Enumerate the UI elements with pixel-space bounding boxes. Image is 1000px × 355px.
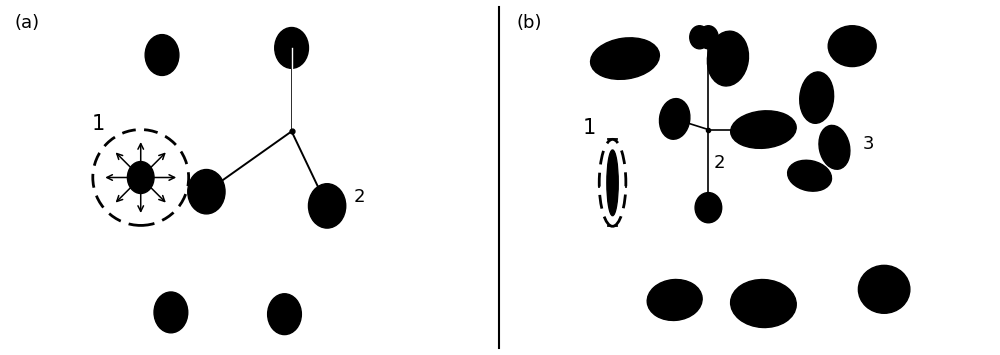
Ellipse shape bbox=[607, 150, 618, 216]
Text: (a): (a) bbox=[15, 14, 40, 32]
Text: (b): (b) bbox=[517, 14, 542, 32]
Ellipse shape bbox=[127, 162, 154, 193]
Ellipse shape bbox=[731, 279, 796, 328]
Ellipse shape bbox=[699, 26, 718, 49]
Ellipse shape bbox=[268, 294, 301, 334]
Text: 1: 1 bbox=[583, 118, 596, 138]
Ellipse shape bbox=[828, 26, 876, 67]
Ellipse shape bbox=[188, 169, 225, 214]
Ellipse shape bbox=[275, 27, 308, 68]
Ellipse shape bbox=[800, 72, 834, 123]
Ellipse shape bbox=[145, 35, 179, 76]
Ellipse shape bbox=[690, 26, 709, 49]
Ellipse shape bbox=[591, 38, 659, 80]
Ellipse shape bbox=[647, 279, 702, 321]
Ellipse shape bbox=[731, 111, 796, 148]
Text: 2: 2 bbox=[714, 154, 725, 172]
Ellipse shape bbox=[858, 266, 910, 313]
Ellipse shape bbox=[788, 160, 832, 191]
Text: 1: 1 bbox=[92, 114, 105, 134]
Text: 3: 3 bbox=[863, 135, 874, 153]
Ellipse shape bbox=[707, 31, 748, 86]
Ellipse shape bbox=[154, 292, 188, 333]
Ellipse shape bbox=[659, 99, 690, 139]
Ellipse shape bbox=[695, 192, 722, 223]
Ellipse shape bbox=[819, 125, 850, 169]
Text: 2: 2 bbox=[354, 188, 365, 206]
Ellipse shape bbox=[308, 184, 346, 228]
